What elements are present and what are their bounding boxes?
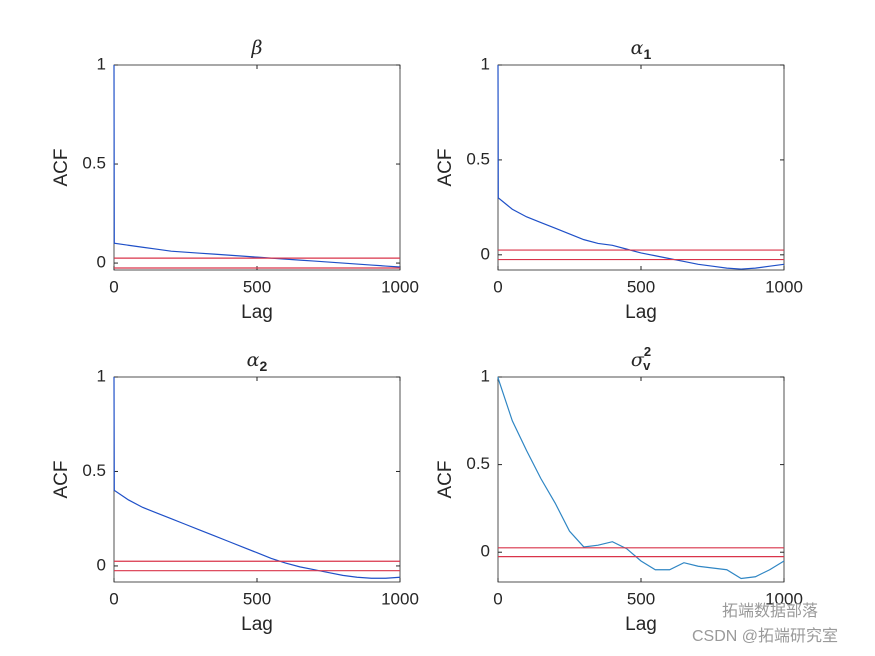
y-axis-label: ACF [51, 149, 72, 187]
plot-area [113, 64, 401, 271]
y-tick-label: 1 [97, 54, 106, 73]
y-tick-label: 0.5 [466, 149, 490, 168]
x-tick-label: 1000 [765, 589, 803, 608]
x-tick-label: 500 [627, 277, 655, 296]
y-tick-label: 0 [97, 555, 106, 574]
x-tick-label: 1000 [765, 277, 803, 296]
watermark: 拓端数据部落 [722, 602, 818, 620]
acf-line [113, 376, 401, 579]
x-axis-label: Lag [241, 302, 273, 323]
chart-title: β [251, 37, 263, 59]
x-tick-label: 0 [493, 589, 502, 608]
x-axis-label: Lag [625, 302, 657, 323]
title-subscript: v [643, 358, 651, 373]
title-symbol: β [251, 37, 263, 59]
title-subscript: 2 [260, 358, 268, 374]
x-tick-label: 0 [109, 277, 118, 296]
title-symbol: α [247, 349, 260, 371]
chart-title: α2 [247, 349, 268, 374]
y-tick-label: 0.5 [82, 461, 106, 480]
y-tick-label: 0 [481, 542, 490, 561]
x-tick-label: 1000 [381, 589, 419, 608]
x-tick-label: 0 [109, 589, 118, 608]
y-tick-label: 1 [97, 366, 106, 385]
title-symbol: σ [631, 349, 645, 371]
x-tick-label: 500 [243, 277, 271, 296]
plot-area [113, 376, 401, 583]
y-tick-label: 0 [97, 253, 106, 272]
title-subscript: 1 [644, 46, 652, 62]
acf-line [497, 376, 785, 580]
y-axis-label: ACF [51, 461, 72, 499]
title-symbol: α [631, 37, 644, 59]
watermark: CSDN @拓端研究室 [692, 627, 838, 645]
chart-title: σ2 v [631, 344, 651, 373]
y-tick-label: 1 [481, 366, 490, 385]
y-tick-label: 0.5 [466, 454, 490, 473]
y-tick-label: 1 [481, 54, 490, 73]
y-tick-label: 0.5 [82, 154, 106, 173]
x-axis-label: Lag [625, 614, 657, 635]
plot-area [497, 64, 785, 271]
y-axis-label: ACF [435, 149, 456, 187]
x-tick-label: 500 [627, 589, 655, 608]
y-tick-label: 0 [481, 244, 490, 263]
acf-line [113, 64, 401, 268]
x-tick-label: 500 [243, 589, 271, 608]
chart-title: α1 [631, 37, 652, 62]
x-tick-label: 1000 [381, 277, 419, 296]
y-axis-label: ACF [435, 461, 456, 499]
x-axis-label: Lag [241, 614, 273, 635]
acf-line [497, 64, 785, 270]
x-tick-label: 0 [493, 277, 502, 296]
title-superscript: 2 [644, 344, 651, 359]
